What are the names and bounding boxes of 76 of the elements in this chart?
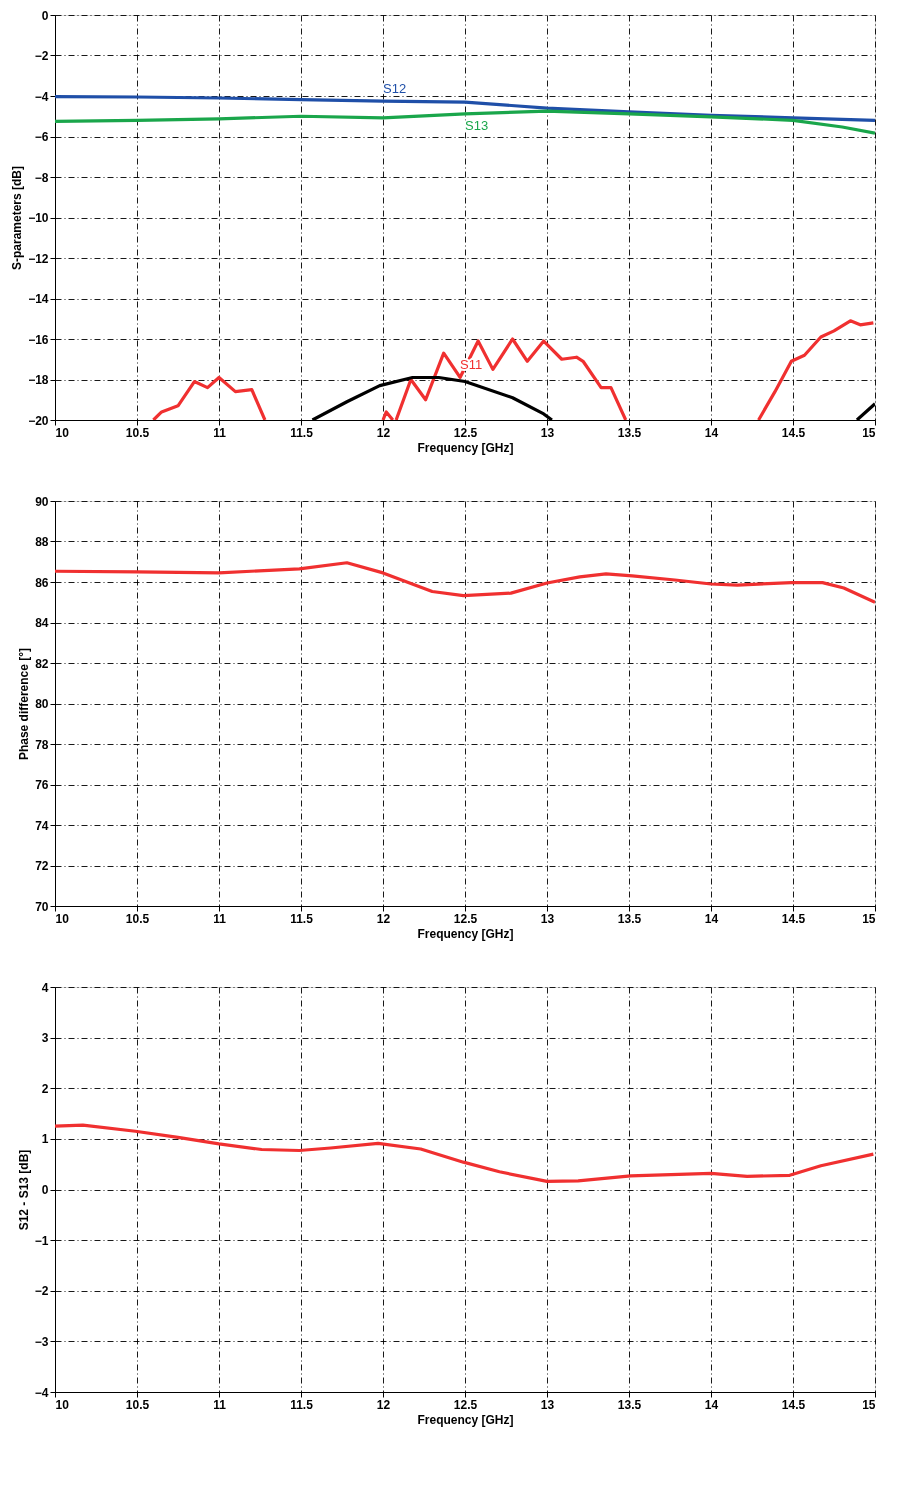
y-tick-label: 0 xyxy=(41,8,49,23)
y-tick-label: −3 xyxy=(34,1334,49,1349)
x-tick-label: 12 xyxy=(376,425,391,440)
x-tick-label: 14.5 xyxy=(781,911,806,926)
x-tick-label: 15 xyxy=(862,425,876,440)
y-tick-label: −18 xyxy=(28,373,49,387)
y-tick-label: −16 xyxy=(28,332,49,347)
x-tick-label: 13.5 xyxy=(617,425,642,440)
line-series xyxy=(55,95,875,122)
x-tick-label: 11 xyxy=(213,425,227,440)
series-label: S13 xyxy=(465,117,489,133)
x-tick-label: 12.5 xyxy=(453,425,478,440)
y-tick-label: −1 xyxy=(34,1233,49,1248)
y-tick-label: −14 xyxy=(28,292,49,306)
x-tick-label: 12 xyxy=(376,1397,391,1412)
y-tick-label: −6 xyxy=(34,130,49,144)
x-tick-label: 10 xyxy=(55,425,70,440)
y-tick-label: 88 xyxy=(35,535,49,549)
y-axis-title: Phase difference [°] xyxy=(17,647,32,761)
y-tick-label: 3 xyxy=(41,1031,49,1046)
x-tick-label: 15 xyxy=(862,911,876,926)
y-axis-title: S-parameters [dB] xyxy=(10,165,25,271)
y-tick-label: 84 xyxy=(35,616,49,630)
y-tick-label: 1 xyxy=(41,1132,49,1147)
x-tick-label: 15 xyxy=(862,1397,876,1412)
x-tick-label: 12.5 xyxy=(453,911,478,926)
y-tick-label: 76 xyxy=(35,778,49,792)
line-series xyxy=(55,561,875,604)
y-tick-label: −20 xyxy=(28,413,49,428)
y-tick-label: −2 xyxy=(34,1284,49,1299)
y-axis-title: S12 - S13 [dB] xyxy=(16,1149,31,1231)
x-tick-label: 10.5 xyxy=(125,425,150,440)
y-tick-label: −4 xyxy=(34,1385,49,1400)
y-tick-label: −8 xyxy=(34,170,49,185)
y-tick-label: 0 xyxy=(41,1183,49,1197)
y-tick-label: 82 xyxy=(35,656,49,671)
y-tick-label: 90 xyxy=(35,494,49,509)
x-tick-label: 11 xyxy=(213,1397,227,1412)
y-tick-label: 80 xyxy=(35,697,49,711)
line-series xyxy=(55,1123,875,1183)
x-tick-label: 13 xyxy=(540,1397,555,1412)
line-series xyxy=(55,109,875,135)
x-tick-label: 12.5 xyxy=(453,1397,478,1412)
x-tick-label: 10 xyxy=(55,1397,70,1412)
x-tick-label: 11 xyxy=(213,911,227,926)
x-tick-label: 13.5 xyxy=(617,1397,642,1412)
y-tick-label: 72 xyxy=(35,859,49,873)
x-tick-label: 11.5 xyxy=(290,911,314,926)
y-tick-label: 2 xyxy=(41,1081,49,1096)
y-tick-label: −4 xyxy=(34,89,49,104)
y-tick-label: 78 xyxy=(35,737,49,752)
y-tick-label: 70 xyxy=(35,899,49,914)
y-tick-label: −12 xyxy=(28,251,49,266)
x-tick-label: 10 xyxy=(55,911,70,926)
x-tick-label: 13 xyxy=(540,425,555,440)
x-tick-label: 14 xyxy=(704,1397,719,1412)
x-tick-label: 11.5 xyxy=(290,1397,314,1412)
x-tick-label: 10.5 xyxy=(125,1397,150,1412)
x-tick-label: 10.5 xyxy=(125,911,150,926)
y-tick-label: 4 xyxy=(41,980,49,995)
x-tick-label: 14 xyxy=(704,425,719,440)
series-label: S12 xyxy=(383,81,407,97)
x-tick-label: 12 xyxy=(376,911,391,926)
x-axis-title: Frequency [GHz] xyxy=(417,926,514,941)
y-tick-label: −10 xyxy=(28,211,49,225)
x-tick-label: 13 xyxy=(540,911,555,926)
x-axis-title: Frequency [GHz] xyxy=(417,440,514,455)
x-tick-label: 14.5 xyxy=(781,1397,806,1412)
x-axis-title: Frequency [GHz] xyxy=(417,1412,514,1427)
y-tick-label: −2 xyxy=(34,49,49,63)
x-tick-label: 13.5 xyxy=(617,911,642,926)
x-tick-label: 11.5 xyxy=(290,425,314,440)
y-tick-label: 86 xyxy=(35,575,49,590)
x-tick-label: 14.5 xyxy=(781,425,806,440)
x-tick-label: 14 xyxy=(704,911,719,926)
y-tick-label: 74 xyxy=(35,818,49,833)
